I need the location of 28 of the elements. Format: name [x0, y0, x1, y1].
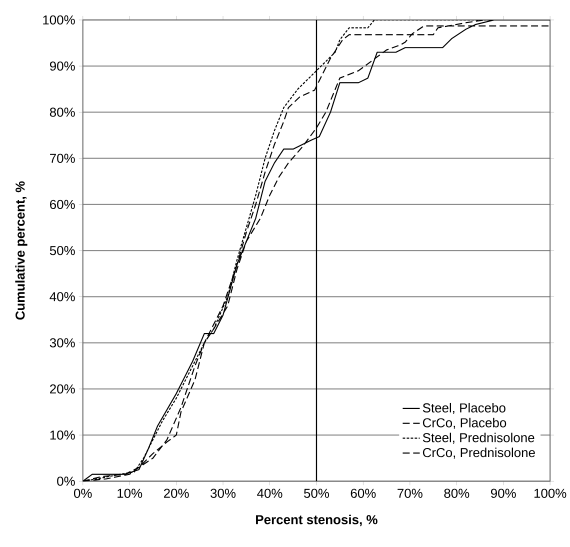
x-tick-label: 50% — [304, 488, 329, 498]
y-tick-label: 80% — [50, 108, 75, 117]
x-tick-label: 80% — [444, 488, 470, 498]
y-tick-label: 50% — [50, 246, 75, 256]
y-axis-title: Cumulative percent, % — [15, 181, 28, 320]
y-tick-label: 30% — [50, 338, 75, 348]
x-tick-label: 10% — [118, 488, 142, 498]
y-tick-label: 100% — [43, 15, 75, 25]
y-tick-label: 10% — [50, 430, 75, 440]
x-axis-title: Percent stenosis, % — [256, 514, 378, 526]
x-tick-label: 60% — [350, 488, 376, 498]
legend-label: Steel, Prednisolone — [422, 432, 534, 444]
y-tick-label: 90% — [50, 61, 75, 71]
x-tick-label: 20% — [164, 488, 189, 498]
y-tick-label: 60% — [50, 200, 75, 210]
y-tick-label: 40% — [50, 292, 75, 302]
x-tick-label: 100% — [534, 488, 566, 498]
x-tick-label: 0% — [74, 488, 92, 498]
legend-label: CrCo, Prednisolone — [422, 448, 535, 459]
x-tick-label: 70% — [398, 488, 422, 498]
x-tick-label: 90% — [490, 488, 516, 498]
y-tick-label: 70% — [50, 154, 75, 163]
legend-label: Steel, Placebo — [422, 402, 506, 414]
x-tick-label: 40% — [257, 488, 282, 498]
x-tick-label: 30% — [210, 488, 236, 498]
y-tick-label: 20% — [50, 384, 75, 394]
legend-label: CrCo, Placebo — [422, 418, 506, 429]
y-tick-label: 0% — [57, 476, 75, 486]
